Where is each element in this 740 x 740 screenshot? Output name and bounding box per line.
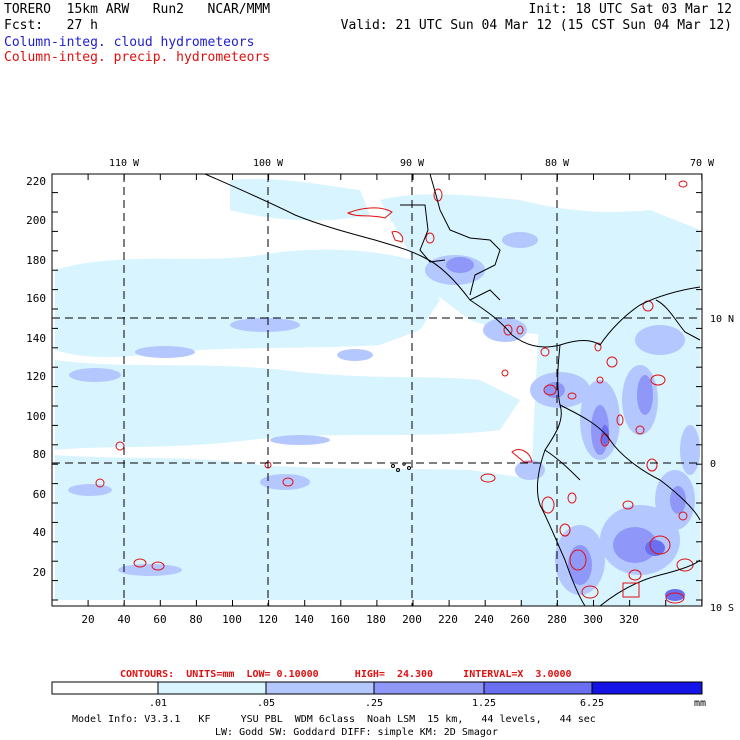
legend-labels: .01 .05 .25 1.25 6.25 mm [149,698,706,709]
legend-swatch-0 [52,682,158,694]
latitude-labels: 10 N 0 10 S [710,314,734,614]
x-tick-80: 80 [189,613,202,626]
cloud-field-title: Column-integ. cloud hydrometeors [4,35,255,50]
physics-info-line: LW: Godd SW: Goddard DIFF: simple KM: 2D… [215,727,498,738]
y-tick-120: 120 [26,370,46,383]
legend-swatch-3 [374,682,484,694]
legend-swatch-1 [158,682,266,694]
lon-110w: 110 W [109,158,140,169]
y-tick-180: 180 [26,254,46,267]
y-tick-20: 20 [33,566,46,579]
x-tick-200: 200 [402,613,422,626]
contour-info: CONTOURS: UNITS=mm LOW= 0.10000 HIGH= 24… [120,669,572,680]
lat-lon-grid [52,174,702,606]
x-tick-marks [51,174,703,606]
x-tick-120: 120 [258,613,278,626]
y-tick-220: 220 [26,175,46,188]
y-tick-marks [52,192,702,601]
lat-0: 0 [710,459,716,470]
legend-units: mm [694,698,706,709]
lat-10n: 10 N [710,314,734,325]
x-tick-40: 40 [117,613,130,626]
x-tick-180: 180 [366,613,386,626]
forecast-hour: Fcst: 27 h [4,18,98,33]
x-tick-160: 160 [330,613,350,626]
longitude-labels: 110 W 100 W 90 W 80 W 70 W [109,158,715,169]
lon-80w: 80 W [545,158,570,169]
lon-90w: 90 W [400,158,425,169]
y-tick-160: 160 [26,292,46,305]
x-tick-100: 100 [222,613,242,626]
y-tick-100: 100 [26,410,46,423]
x-tick-labels: 20 40 60 80 100 120 140 160 180 200 220 … [81,613,639,626]
cloud-shading [52,174,702,606]
legend-label-2: .25 [365,698,383,709]
legend-swatch-2 [266,682,374,694]
model-title: TORERO 15km ARW Run2 NCAR/MMM [4,2,271,17]
lon-100w: 100 W [253,158,284,169]
y-tick-labels: 220 200 180 160 140 120 100 80 60 40 20 [26,175,46,579]
legend-label-4: 6.25 [580,698,604,709]
coastlines [204,174,701,606]
x-tick-280: 280 [547,613,567,626]
x-tick-260: 260 [510,613,530,626]
y-tick-60: 60 [33,488,46,501]
color-legend [51,681,703,695]
y-tick-200: 200 [26,214,46,227]
init-time: Init: 18 UTC Sat 03 Mar 12 [528,2,733,17]
y-tick-40: 40 [33,526,46,539]
x-tick-240: 240 [474,613,494,626]
model-info-line: Model Info: V3.3.1 KF YSU PBL WDM 6class… [72,714,596,725]
x-tick-320: 320 [619,613,639,626]
x-tick-140: 140 [294,613,314,626]
y-tick-80: 80 [33,448,46,461]
x-tick-300: 300 [583,613,603,626]
precip-field-title: Column-integ. precip. hydrometeors [4,50,271,65]
x-tick-20: 20 [81,613,94,626]
y-tick-140: 140 [26,332,46,345]
lat-10s: 10 S [710,603,734,614]
valid-time: Valid: 21 UTC Sun 04 Mar 12 (15 CST Sun … [340,18,732,33]
legend-swatch-5 [592,682,702,694]
region-marker-box [622,582,640,598]
x-tick-220: 220 [438,613,458,626]
precip-contours [95,180,694,604]
legend-label-3: 1.25 [472,698,496,709]
lon-70w: 70 W [690,158,715,169]
x-tick-60: 60 [153,613,166,626]
legend-label-0: .01 [149,698,167,709]
legend-swatch-4 [484,682,592,694]
legend-label-1: .05 [257,698,275,709]
